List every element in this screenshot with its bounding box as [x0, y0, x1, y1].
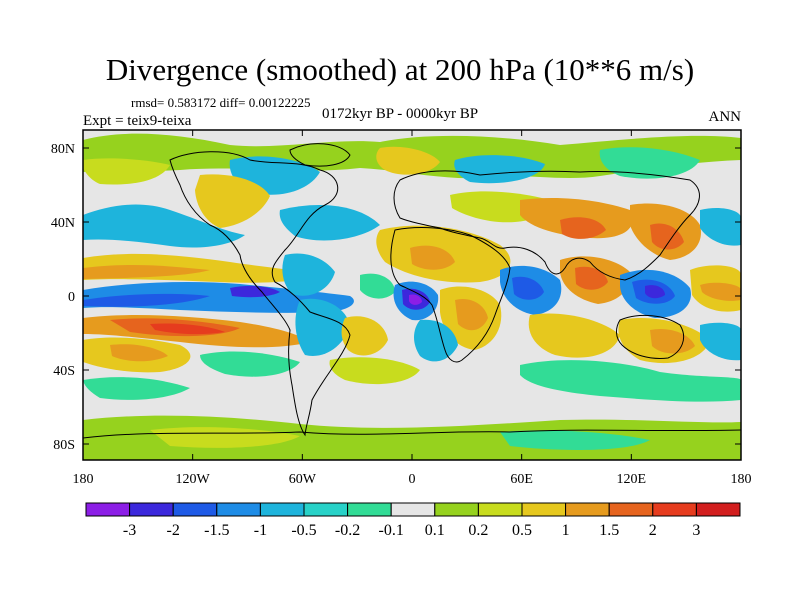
lon-tick-label: 180 [73, 472, 94, 487]
field-region [410, 245, 455, 270]
lat-tick-label: 0 [68, 290, 75, 305]
lon-tick-label: 120W [176, 472, 211, 487]
field-region [700, 322, 741, 361]
field-region [575, 266, 608, 290]
americas-coastline [169, 151, 351, 437]
lat-tick-label: 40N [51, 216, 75, 231]
divergence-field [83, 130, 741, 460]
map-title: Divergence (smoothed) at 200 hPa (10**6 … [105, 52, 695, 87]
colorbar-swatch [85, 502, 131, 517]
field-region [409, 294, 422, 305]
period-text: 0172kyr BP - 0000kyr BP [322, 106, 479, 122]
field-region [83, 293, 210, 307]
lon-tick-label: 180 [731, 472, 752, 487]
field-region [83, 204, 245, 248]
coastlines [83, 143, 741, 439]
experiment-text: Expt = teix9-teixa [83, 113, 192, 129]
colorbar-swatch [565, 502, 610, 517]
field-region [329, 357, 420, 385]
field-region [528, 313, 620, 358]
field-region [230, 285, 280, 298]
colorbar-label: 1.5 [599, 522, 619, 539]
axis-labels: 80N 40N 0 40S 80S 180 120W 60W 0 60E 120E 180 [51, 142, 752, 487]
colorbar-swatch [434, 502, 479, 517]
field-region [295, 298, 350, 356]
australia-coastline [616, 315, 684, 359]
lon-tick-label: 0 [409, 472, 416, 487]
field-region [512, 276, 544, 300]
lat-tick-label: 80S [53, 438, 75, 453]
field-region [282, 253, 335, 296]
africa-coastline [390, 227, 511, 363]
lon-tick-label: 60E [510, 472, 533, 487]
field-region [83, 377, 190, 400]
eurasia-coastline [393, 170, 700, 281]
colorbar-swatch [303, 502, 349, 517]
colorbar-swatch [477, 502, 523, 517]
colorbar-label: 3 [692, 522, 700, 539]
colorbar-swatch [652, 502, 697, 517]
field-region [150, 427, 300, 448]
lat-tick-label: 80N [51, 142, 75, 157]
colorbar-label: -1.5 [204, 522, 229, 539]
field-region [414, 319, 458, 362]
field-region [83, 158, 170, 185]
colorbar-label: 0.5 [512, 522, 532, 539]
antarctica-coastline [83, 429, 741, 439]
lat-tick-label: 40S [53, 364, 75, 379]
colorbar-swatch [608, 502, 654, 517]
season-text: ANN [708, 109, 742, 125]
colorbar-label: 0.1 [425, 522, 445, 539]
field-region [200, 351, 300, 377]
colorbar-label: 0.2 [468, 522, 488, 539]
field-region [599, 147, 700, 179]
colorbar-swatch [347, 502, 392, 517]
colorbar-label: -0.1 [379, 522, 404, 539]
field-region [700, 207, 741, 246]
field-region [500, 430, 650, 450]
colorbar-swatch [216, 502, 261, 517]
colorbar-label: -1 [254, 522, 267, 539]
axis-ticks [82, 130, 742, 460]
field-region [195, 174, 270, 228]
field-region [645, 285, 665, 299]
colorbar-swatch [695, 502, 741, 517]
field-region [376, 146, 440, 175]
colorbar-label: -3 [123, 522, 136, 539]
colorbar-label: -2 [167, 522, 180, 539]
field-region [150, 323, 225, 335]
field-region [341, 316, 388, 356]
field-region [279, 205, 380, 241]
field-region [454, 155, 545, 184]
colorbar-swatch [259, 502, 305, 517]
colorbar-label: 2 [649, 522, 657, 539]
greenland-coastline [289, 143, 351, 167]
statistics-text: rmsd= 0.583172 diff= 0.00122225 [131, 95, 311, 110]
field-region [455, 298, 488, 331]
colorbar-swatch [129, 502, 174, 517]
field-region [560, 217, 606, 239]
field-region [650, 223, 684, 250]
field-region [83, 264, 210, 279]
lon-tick-label: 60W [289, 472, 317, 487]
lon-tick-label: 120E [617, 472, 647, 487]
field-region [360, 273, 395, 299]
colorbar: -3 -2 -1.5 -1 -0.5 -0.2 -0.1 0.1 0.2 0.5 1 1.5 2 3 [85, 502, 741, 539]
field-region [110, 344, 168, 362]
colorbar-label: 1 [562, 522, 570, 539]
colorbar-swatch [390, 502, 436, 517]
field-region [700, 282, 741, 301]
field-region [520, 360, 741, 402]
colorbar-swatch [521, 502, 567, 517]
colorbar-swatch [172, 502, 218, 517]
colorbar-label: -0.5 [291, 522, 316, 539]
colorbar-label: -0.2 [335, 522, 360, 539]
